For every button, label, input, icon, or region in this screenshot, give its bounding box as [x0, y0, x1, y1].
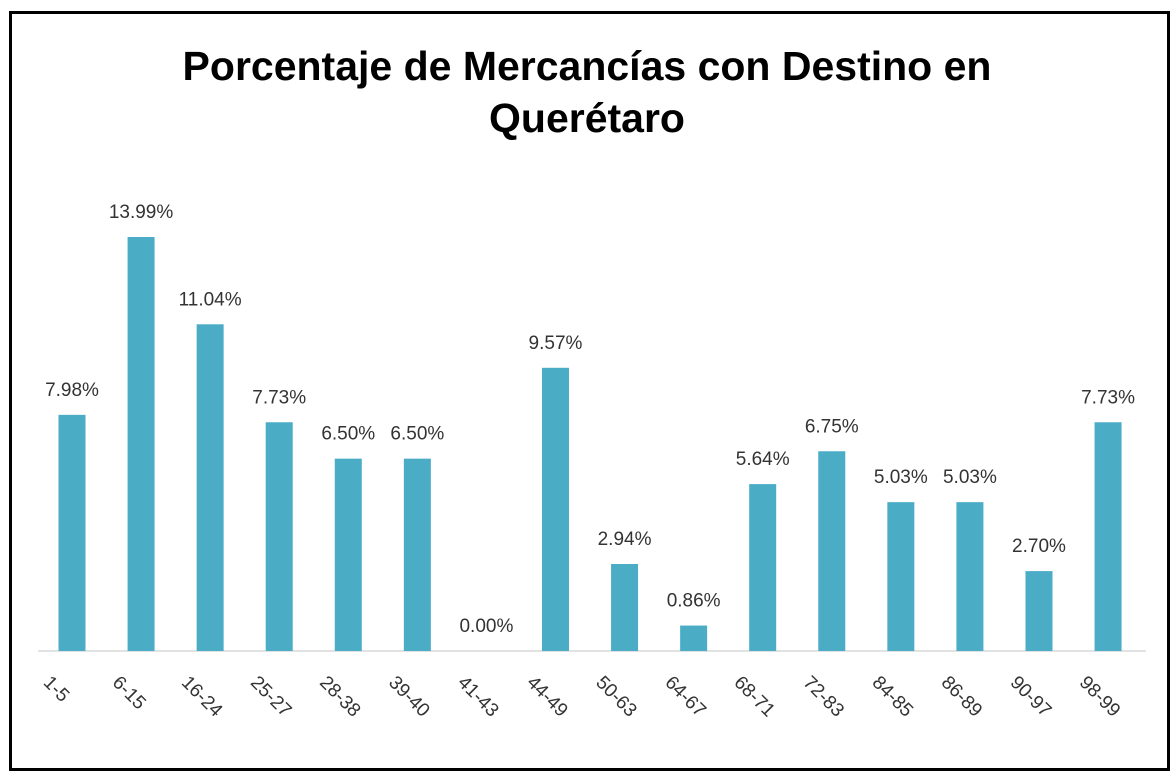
- x-tick-label: 50-63: [591, 672, 640, 721]
- bar: [680, 625, 708, 651]
- value-label: 13.99%: [109, 202, 174, 223]
- x-tick-label: 41-43: [453, 672, 502, 721]
- value-label: 11.04%: [179, 289, 242, 310]
- value-label: 7.73%: [1081, 387, 1135, 408]
- x-tick-label: 90-97: [1006, 672, 1055, 721]
- x-tick-label: 86-89: [937, 672, 986, 721]
- bar: [749, 484, 777, 651]
- x-tick-label: 98-99: [1075, 672, 1124, 721]
- bar: [541, 367, 569, 651]
- value-label: 7.98%: [45, 380, 99, 401]
- value-label: 5.03%: [943, 467, 997, 488]
- value-label: 2.94%: [598, 529, 652, 550]
- page: Porcentaje de Mercancías con Destino en …: [9, 11, 1170, 771]
- chart: 7.98% 1-5 13.99% 6-15 11.04% 16-24 7.73% 25-27 6…: [38, 202, 1146, 722]
- x-tick-label: 16-24: [177, 672, 227, 722]
- bar: [611, 563, 639, 651]
- x-tick-label: 68-71: [730, 672, 779, 721]
- x-tick-label: 25-27: [246, 672, 295, 721]
- bar: [265, 422, 293, 651]
- bar: [956, 502, 984, 651]
- value-label: 7.73%: [252, 387, 306, 408]
- value-label: 5.03%: [874, 467, 928, 488]
- x-tick-label: 84-85: [868, 672, 917, 721]
- x-tick-label: 39-40: [384, 672, 433, 721]
- bar: [818, 451, 846, 651]
- x-tick-label: 64-67: [661, 672, 710, 721]
- value-label: 5.64%: [736, 449, 790, 470]
- bar: [887, 502, 915, 651]
- chart-title: Porcentaje de Mercancías con Destino en …: [182, 43, 992, 141]
- x-tick-label: 72-83: [799, 672, 848, 721]
- value-label: 6.75%: [805, 416, 859, 437]
- bar: [127, 237, 155, 651]
- value-label: 2.70%: [1012, 536, 1066, 557]
- value-label: 0.00%: [459, 616, 513, 637]
- x-tick-label: 44-49: [522, 672, 571, 721]
- bar: [1025, 571, 1053, 651]
- bar: [1094, 422, 1122, 651]
- value-label: 6.50%: [390, 424, 444, 445]
- bar: [403, 458, 431, 651]
- bar: [196, 324, 224, 651]
- x-tick-label: 6-15: [108, 672, 150, 714]
- x-tick-label: 1-5: [39, 672, 73, 706]
- value-label: 6.50%: [321, 424, 375, 445]
- x-tick-label: 28-38: [315, 672, 364, 721]
- bar: [58, 414, 86, 651]
- bar: [334, 458, 362, 651]
- value-label: 0.86%: [667, 591, 721, 612]
- value-label: 9.57%: [529, 333, 583, 354]
